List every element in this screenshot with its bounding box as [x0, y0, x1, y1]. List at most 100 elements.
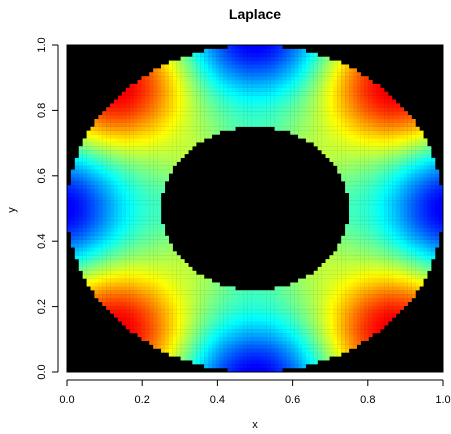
heatmap-cell: [196, 56, 201, 61]
heatmap-cell: [419, 266, 424, 271]
heatmap-cell: [161, 336, 166, 342]
heatmap-cell: [184, 72, 189, 77]
heatmap-cell: [266, 294, 271, 299]
heatmap-cell: [255, 111, 260, 116]
heatmap-cell: [337, 251, 342, 256]
heatmap-cell: [149, 247, 154, 252]
heatmap-cell: [117, 251, 122, 256]
heatmap-cell: [67, 185, 72, 190]
heatmap-cell: [102, 185, 107, 190]
heatmap-cell: [172, 130, 177, 135]
heatmap-cell: [161, 87, 166, 92]
heatmap-cell: [200, 325, 205, 330]
heatmap-cell: [192, 118, 197, 124]
heatmap-cell: [129, 321, 134, 326]
heatmap-cell: [419, 192, 424, 197]
heatmap-cell: [364, 189, 369, 194]
heatmap-cell: [133, 111, 138, 116]
heatmap-cell: [325, 95, 330, 100]
heatmap-cell: [153, 259, 158, 264]
heatmap-cell: [215, 313, 220, 318]
heatmap-cell: [360, 99, 365, 104]
heatmap-cell: [129, 169, 134, 174]
heatmap-cell: [161, 91, 166, 96]
heatmap-cell: [396, 255, 401, 260]
heatmap-cell: [168, 138, 173, 143]
heatmap-cell: [364, 321, 369, 326]
heatmap-cell: [188, 142, 193, 147]
heatmap-cell: [117, 177, 122, 182]
heatmap-cell: [376, 235, 381, 240]
heatmap-cell: [364, 185, 369, 190]
heatmap-cell: [149, 185, 154, 190]
heatmap-cell: [317, 301, 322, 306]
heatmap-cell: [321, 325, 326, 330]
heatmap-cell: [125, 169, 130, 174]
heatmap-cell: [247, 99, 252, 104]
heatmap-cell: [364, 333, 369, 338]
heatmap-cell: [121, 157, 126, 162]
heatmap-cell: [137, 263, 142, 268]
heatmap-cell: [282, 56, 287, 61]
heatmap-cell: [86, 150, 91, 155]
heatmap-cell: [67, 216, 72, 221]
heatmap-cell: [325, 68, 330, 73]
heatmap-cell: [255, 348, 260, 353]
heatmap-cell: [145, 305, 150, 310]
heatmap-cell: [133, 255, 138, 260]
heatmap-cell: [403, 208, 408, 213]
heatmap-cell: [176, 130, 181, 135]
heatmap-cell: [392, 263, 397, 268]
heatmap-cell: [145, 173, 150, 178]
heatmap-cell: [388, 243, 393, 248]
heatmap-cell: [266, 356, 271, 361]
heatmap-cell: [415, 278, 420, 283]
heatmap-cell: [396, 266, 401, 271]
heatmap-cell: [208, 56, 213, 61]
heatmap-cell: [388, 165, 393, 170]
heatmap-cell: [172, 309, 177, 314]
heatmap-cell: [184, 333, 189, 338]
heatmap-cell: [239, 76, 244, 81]
heatmap-cell: [313, 134, 318, 139]
heatmap-cell: [403, 192, 408, 197]
heatmap-cell: [258, 60, 263, 65]
heatmap-cell: [110, 138, 115, 143]
heatmap-cell: [309, 274, 314, 279]
heatmap-cell: [345, 301, 350, 306]
heatmap-cell: [223, 364, 228, 369]
heatmap-cell: [302, 72, 307, 77]
heatmap-cell: [399, 169, 404, 174]
heatmap-cell: [168, 130, 173, 135]
heatmap-cell: [129, 192, 134, 197]
heatmap-cell: [74, 255, 79, 260]
heatmap-cell: [423, 251, 428, 256]
heatmap-cell: [302, 118, 307, 124]
heatmap-cell: [356, 157, 361, 162]
heatmap-cell: [282, 68, 287, 73]
heatmap-cell: [243, 118, 248, 124]
heatmap-cell: [164, 138, 169, 143]
heatmap-cell: [67, 227, 72, 233]
heatmap-cell: [255, 72, 260, 77]
heatmap-cell: [121, 99, 126, 104]
heatmap-cell: [349, 255, 354, 260]
heatmap-cell: [317, 282, 322, 287]
heatmap-cell: [86, 235, 91, 240]
heatmap-cell: [133, 107, 138, 112]
heatmap-cell: [392, 134, 397, 139]
heatmap-cell: [313, 126, 318, 131]
heatmap-cell: [325, 266, 330, 271]
heatmap-cell: [157, 189, 162, 194]
heatmap-cell: [427, 161, 432, 166]
heatmap-cell: [90, 247, 95, 252]
heatmap-cell: [172, 333, 177, 338]
heatmap-cell: [86, 185, 91, 190]
heatmap-cell: [227, 115, 232, 120]
heatmap-cell: [172, 134, 177, 139]
heatmap-cell: [337, 290, 342, 295]
heatmap-cell: [176, 255, 181, 260]
heatmap-cell: [219, 348, 224, 353]
heatmap-cell: [204, 115, 209, 120]
heatmap-cell: [211, 80, 216, 85]
